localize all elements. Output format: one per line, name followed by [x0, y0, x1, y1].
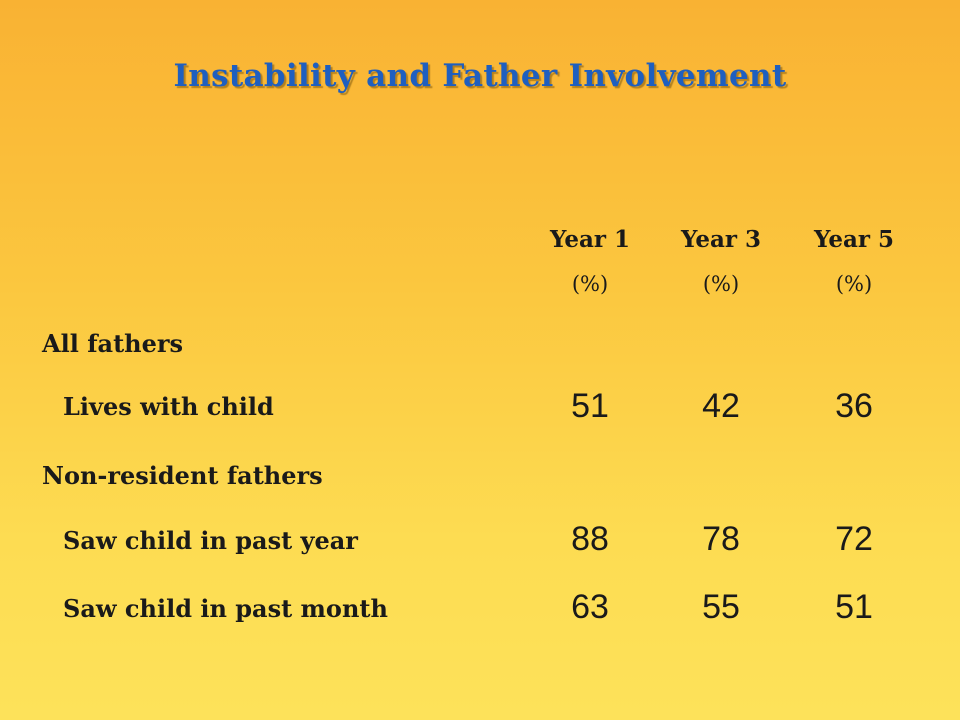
section-label-non-resident-fathers: Non-resident fathers — [42, 461, 323, 490]
column-header-year-3: Year 3 (%) — [656, 218, 786, 306]
section-label-all-fathers: All fathers — [42, 329, 184, 358]
column-header-year-5: Year 5 (%) — [789, 218, 919, 306]
column-header-unit: (%) — [835, 272, 873, 296]
table-cell: 51 — [571, 387, 609, 425]
column-header-unit: (%) — [571, 272, 609, 296]
table-cell: 55 — [702, 588, 740, 626]
table-cell: 63 — [571, 588, 609, 626]
page-title: Instability and Father Involvement — [173, 58, 787, 94]
row-label-saw-child-past-year: Saw child in past year — [63, 526, 358, 555]
row-label-saw-child-past-month: Saw child in past month — [63, 594, 388, 623]
row-label-lives-with-child: Lives with child — [63, 392, 274, 421]
table-cell: 78 — [702, 520, 740, 558]
table-cell: 36 — [835, 387, 873, 425]
table-cell: 51 — [835, 588, 873, 626]
column-header-year-1: Year 1 (%) — [525, 218, 655, 306]
column-header-label: Year 1 — [549, 226, 631, 253]
table-cell: 88 — [571, 520, 609, 558]
column-header-label: Year 3 — [680, 226, 762, 253]
table-cell: 42 — [702, 387, 740, 425]
table-cell: 72 — [835, 520, 873, 558]
column-header-label: Year 5 — [813, 226, 895, 253]
column-header-unit: (%) — [702, 272, 740, 296]
